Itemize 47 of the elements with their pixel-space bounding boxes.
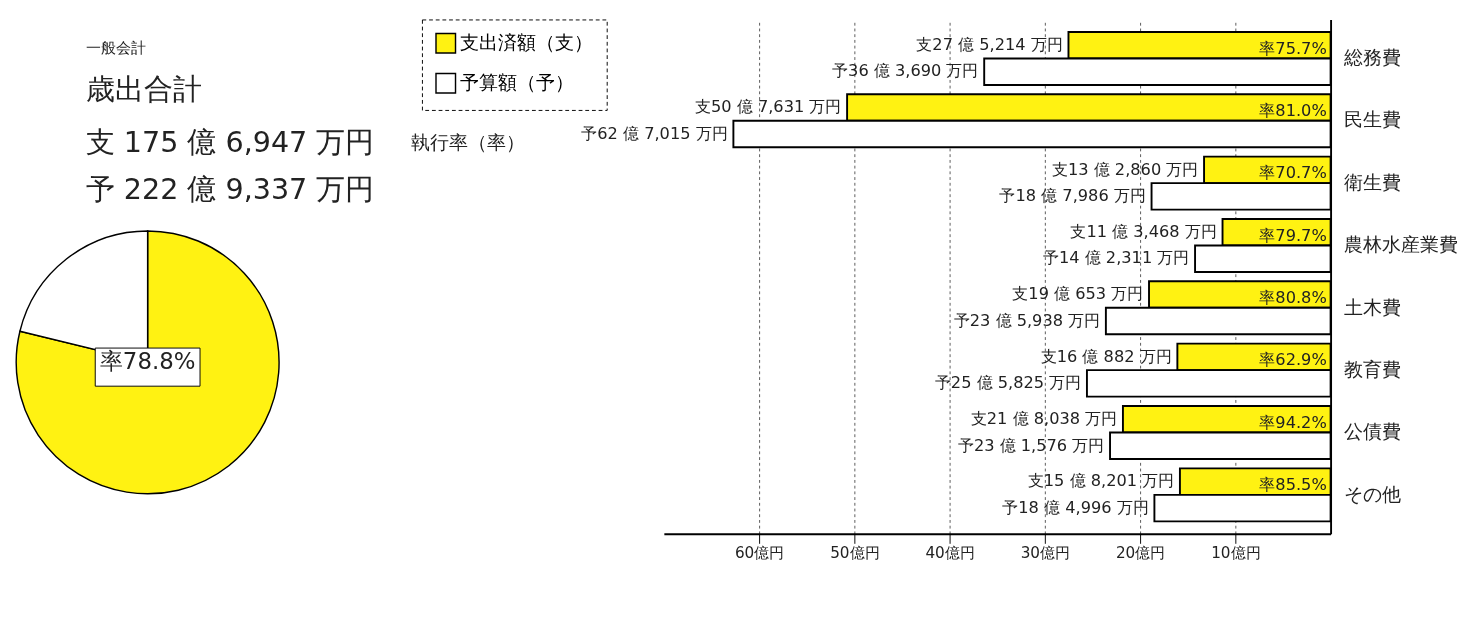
data-label: 予62 億 7,015 万円	[581, 123, 728, 143]
data-label: 予18 億 7,986 万円	[999, 186, 1146, 206]
pie-slice	[15, 230, 280, 495]
legend-label: 支出済額（支）	[460, 31, 594, 53]
annotation: 率62.9%	[1259, 350, 1327, 370]
data-label: 予23 億 1,576 万円	[957, 435, 1105, 455]
y-tick-label: 総務費	[1343, 46, 1402, 69]
text: 支 175 億 6,947 万円	[85, 124, 375, 159]
data-label: 予23 億 5,938 万円	[953, 310, 1101, 330]
annotation: 率75.7%	[1259, 38, 1327, 58]
data-label: 支11 億 3,468 万円	[1070, 221, 1217, 241]
data-label: 支13 億 2,860 万円	[1051, 159, 1199, 179]
data-label: 予14 億 2,311 万円	[1042, 248, 1190, 268]
y-tick-label: その他	[1344, 482, 1402, 505]
data-label: 支16 億 882 万円	[1040, 346, 1172, 366]
annotation: 率79.7%	[1259, 225, 1327, 245]
y-tick-label: 公債費	[1344, 420, 1402, 443]
data-label: 支21 億 8,038 万円	[970, 409, 1118, 429]
data-label: 支19 億 653 万円	[1012, 284, 1144, 304]
annotation: 率70.7%	[1259, 163, 1327, 183]
text: 率78.8%	[99, 348, 196, 375]
legend-label: 予算額（予）	[460, 71, 575, 93]
chart-subtitle: 一般会計	[85, 38, 146, 57]
annotation: 率81.0%	[1259, 101, 1327, 121]
x-tick-label: 10億円	[1211, 544, 1261, 563]
y-tick-label: 衛生費	[1344, 170, 1402, 193]
x-tick-label: 50億円	[830, 544, 880, 563]
x-tick-label: 30億円	[1020, 544, 1071, 563]
annotation: 率80.8%	[1259, 288, 1327, 308]
x-tick-label: 40億円	[925, 544, 975, 563]
chart-title: 歳出合計	[85, 72, 202, 107]
y-tick-label: 教育費	[1344, 357, 1402, 380]
annotation: 率94.2%	[1259, 412, 1327, 432]
data-label: 予36 億 3,690 万円	[832, 61, 979, 81]
annotation: 率85.5%	[1259, 475, 1327, 495]
data-label: 予25 億 5,825 万円	[934, 373, 1082, 393]
y-tick-label: 土木費	[1344, 295, 1402, 318]
data-label: 支50 億 7,631 万円	[695, 97, 842, 117]
data-label: 支27 億 5,214 万円	[916, 34, 1063, 54]
text: 予 222 億 9,337 万円	[85, 172, 375, 207]
x-tick-label: 60億円	[734, 544, 785, 563]
text: 執行率（率）	[411, 131, 526, 154]
y-tick-label: 民生費	[1344, 108, 1402, 131]
data-label: 支15 億 8,201 万円	[1027, 471, 1175, 491]
x-tick-label: 20億円	[1115, 544, 1166, 563]
data-label: 予18 億 4,996 万円	[1002, 497, 1149, 517]
y-tick-label: 農林水産業費	[1344, 233, 1459, 256]
